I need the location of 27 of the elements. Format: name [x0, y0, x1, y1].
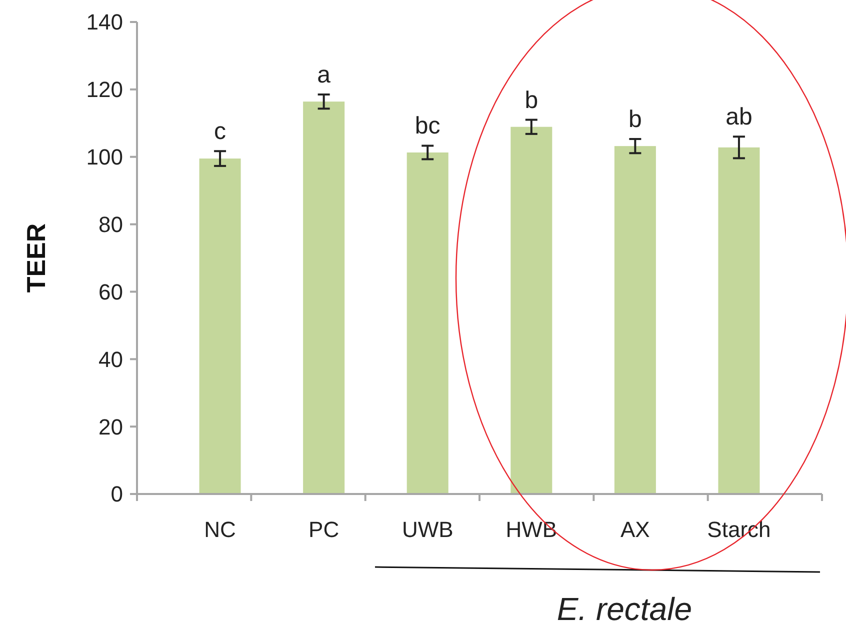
annotation: c: [214, 118, 226, 146]
y-tick-label: 80: [98, 212, 123, 237]
y-tick-label: 0: [110, 482, 123, 507]
annotation: bc: [414, 112, 440, 140]
y-axis-title: TEER: [21, 223, 51, 293]
y-tick-label: 140: [86, 10, 123, 35]
x-tick-label: NC: [204, 517, 236, 542]
y-tick-label: 60: [98, 279, 123, 304]
y-tick-label: 120: [86, 77, 123, 102]
bar: [510, 126, 552, 494]
y-tick-label: 100: [86, 144, 123, 170]
annotation: b: [524, 86, 538, 114]
bar: [406, 152, 448, 494]
y-tick-label: 20: [98, 414, 123, 440]
x-tick-label: HWB: [506, 517, 558, 542]
annotation: a: [317, 61, 332, 88]
x-tick-label: AX: [620, 517, 650, 542]
x-tick-label: UWB: [402, 517, 454, 542]
text: E. rectale: [556, 591, 692, 626]
annotation: b: [628, 106, 642, 133]
bar: [614, 146, 656, 494]
y-tick-label: 40: [98, 346, 123, 372]
annotation: ab: [726, 104, 752, 131]
bar: [199, 158, 241, 494]
bar: [303, 102, 345, 494]
bar: [718, 147, 760, 494]
x-tick-label: PC: [308, 517, 340, 542]
